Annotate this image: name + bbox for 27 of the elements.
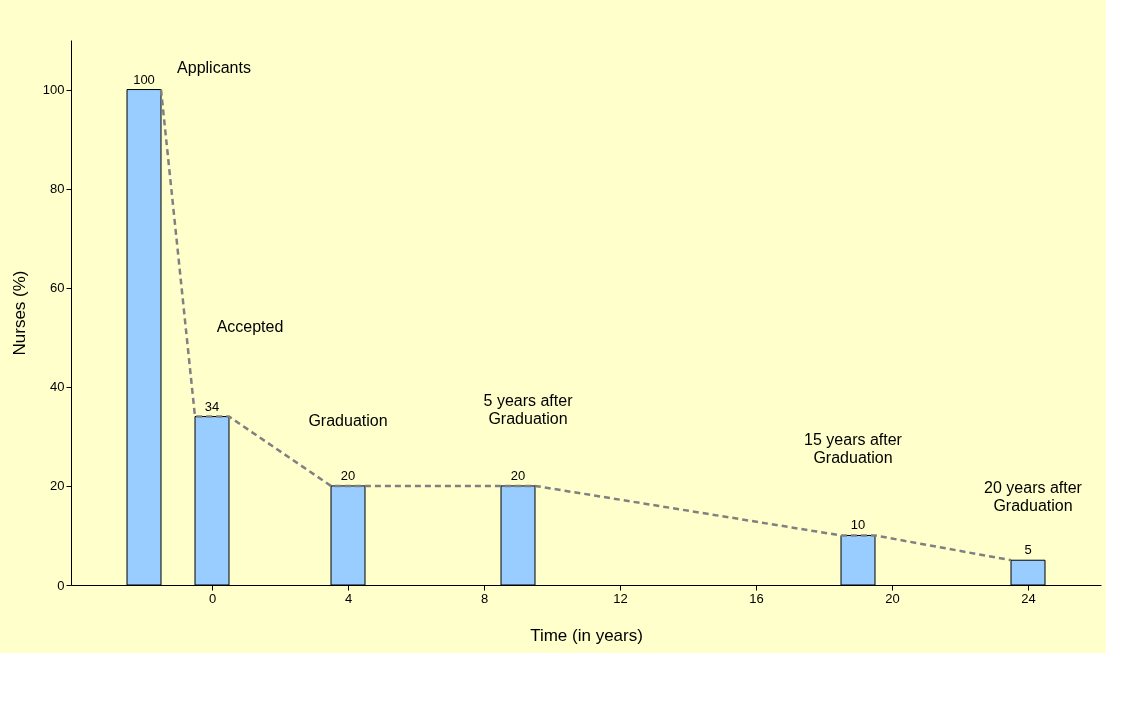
annotation: 5 years after Graduation — [483, 391, 574, 427]
data-label: 20 — [340, 467, 356, 483]
y-tick-label: 60 — [50, 280, 65, 296]
data-label: 34 — [204, 398, 220, 414]
x-tick-label: 16 — [749, 590, 764, 606]
data-label: 5 — [1024, 542, 1032, 558]
data-label: 10 — [850, 517, 866, 533]
y-axis-title: Nurses (%) — [9, 270, 29, 356]
data-label: 100 — [133, 71, 155, 87]
annotation: Applicants — [177, 58, 251, 76]
y-tick-label: 20 — [50, 478, 65, 494]
x-tick-label: 0 — [208, 590, 217, 606]
x-tick-label: 24 — [1021, 590, 1036, 606]
x-tick-label: 20 — [885, 590, 900, 606]
annotation: Accepted — [216, 317, 284, 335]
y-tick-label: 0 — [57, 577, 65, 593]
y-tick-label: 100 — [42, 82, 65, 98]
y-tick-label: 40 — [50, 379, 65, 395]
annotation: 15 years after Graduation — [804, 431, 903, 467]
x-axis-title: Time (in years) — [530, 625, 643, 645]
x-tick-label: 4 — [344, 590, 353, 606]
y-tick-label: 80 — [50, 181, 65, 197]
x-tick-label: 12 — [613, 590, 628, 606]
annotation: Graduation — [308, 411, 388, 429]
data-label: 20 — [510, 467, 526, 483]
annotation: 20 years after Graduation — [984, 479, 1083, 515]
x-tick-label: 8 — [480, 590, 489, 606]
